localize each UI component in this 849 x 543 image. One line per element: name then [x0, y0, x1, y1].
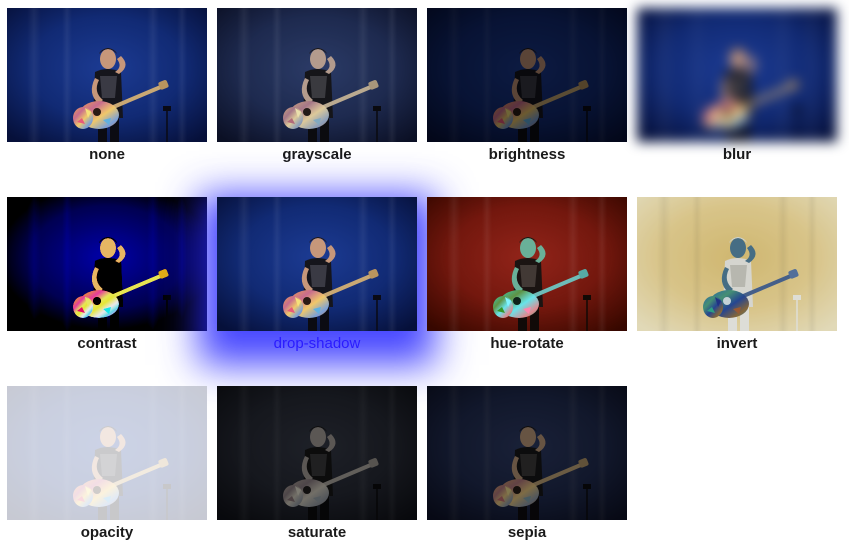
- filter-card-none[interactable]: none: [7, 8, 207, 165]
- performer-photo: [7, 386, 207, 520]
- filter-card-contrast[interactable]: contrast: [7, 197, 207, 354]
- filter-thumbnail: [7, 8, 207, 142]
- filter-card-blur[interactable]: blur: [637, 8, 837, 165]
- filter-card-hue-rotate[interactable]: hue-rotate: [427, 197, 627, 354]
- filter-label: sepia: [507, 524, 547, 541]
- filter-thumbnail: [7, 197, 207, 331]
- performer-photo: [217, 8, 417, 142]
- performer-photo: [427, 197, 627, 331]
- filter-thumbnail: [427, 386, 627, 520]
- filter-gallery: none grayscale brightness blur contrast …: [7, 8, 837, 543]
- performer-photo: [7, 197, 207, 331]
- filter-card-opacity[interactable]: opacity: [7, 386, 207, 543]
- filter-label: grayscale: [282, 146, 352, 163]
- filter-label: drop-shadow: [273, 335, 361, 352]
- performer-photo: [637, 197, 837, 331]
- filter-thumbnail: [637, 197, 837, 331]
- filter-label: contrast: [77, 335, 137, 352]
- filter-label: saturate: [287, 524, 347, 541]
- filter-card-saturate[interactable]: saturate: [217, 386, 417, 543]
- filter-label: hue-rotate: [490, 335, 564, 352]
- filter-card-brightness[interactable]: brightness: [427, 8, 627, 165]
- filter-thumbnail: [217, 386, 417, 520]
- performer-photo: [7, 8, 207, 142]
- filter-card-invert[interactable]: invert: [637, 197, 837, 354]
- filter-thumbnail: [427, 8, 627, 142]
- filter-label: blur: [722, 146, 752, 163]
- performer-photo: [217, 386, 417, 520]
- filter-thumbnail: [217, 8, 417, 142]
- filter-thumbnail: [7, 386, 207, 520]
- filter-thumbnail: [217, 197, 417, 331]
- filter-card-drop-shadow[interactable]: drop-shadow: [217, 197, 417, 354]
- performer-photo: [427, 8, 627, 142]
- performer-photo: [217, 197, 417, 331]
- performer-photo: [637, 8, 837, 142]
- filter-thumbnail: [637, 8, 837, 142]
- filter-card-grayscale[interactable]: grayscale: [217, 8, 417, 165]
- filter-label: none: [89, 146, 125, 163]
- filter-label: opacity: [80, 524, 134, 541]
- filter-label: brightness: [488, 146, 566, 163]
- filter-thumbnail: [427, 197, 627, 331]
- filter-label: invert: [716, 335, 758, 352]
- performer-photo: [427, 386, 627, 520]
- filter-card-sepia[interactable]: sepia: [427, 386, 627, 543]
